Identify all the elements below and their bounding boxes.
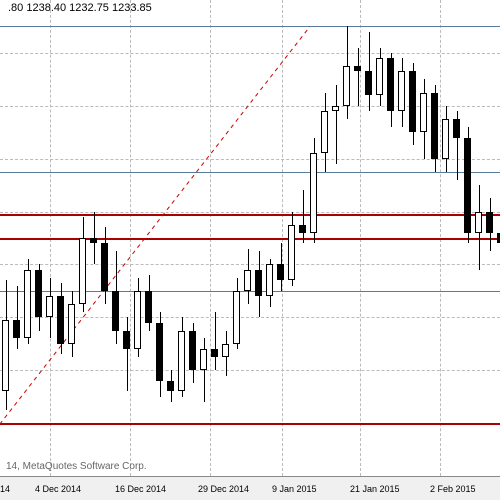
copyright-text: 14, MetaQuotes Software Corp. bbox=[6, 461, 147, 472]
candlestick-chart[interactable]: .80 1238.40 1232.75 1233.85 14, MetaQuot… bbox=[0, 0, 500, 500]
trend-line-layer bbox=[0, 0, 500, 476]
x-axis: 20144 Dec 201416 Dec 201429 Dec 20149 Ja… bbox=[0, 476, 500, 500]
